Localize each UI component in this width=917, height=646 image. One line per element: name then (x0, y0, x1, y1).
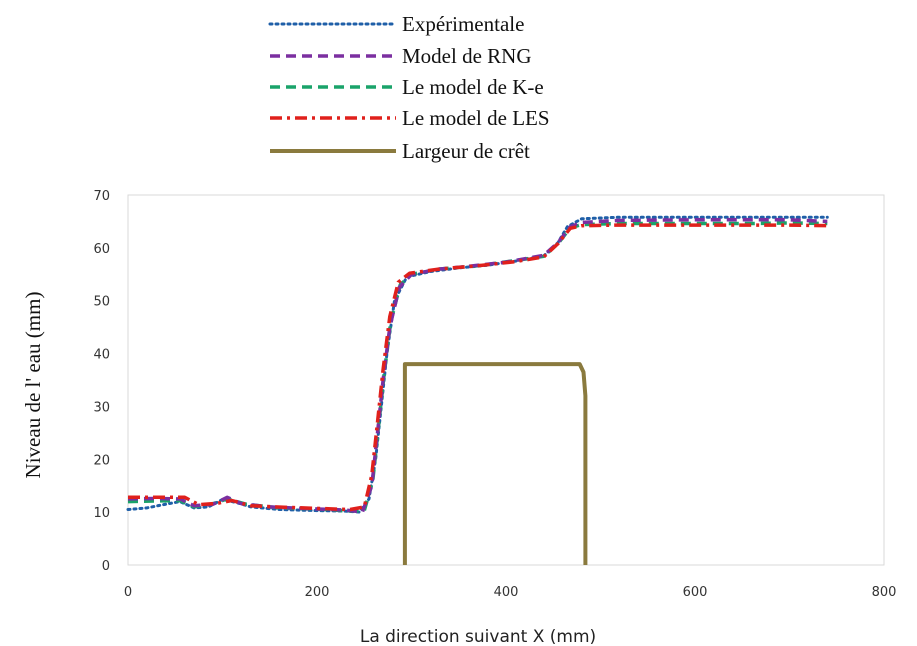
legend-label: Largeur de crêt (402, 139, 530, 163)
legend-label: Le model de LES (402, 106, 550, 130)
y-tick-label: 50 (93, 295, 110, 310)
x-tick-label: 400 (494, 585, 519, 600)
x-tick-label: 200 (305, 585, 330, 600)
series-line-3 (128, 223, 828, 512)
series-line-1 (127, 218, 828, 514)
legend-label: Le model de K-e (402, 75, 544, 99)
y-axis-label: Niveau de l' eau (mm) (21, 292, 45, 479)
series-line-4 (402, 362, 588, 565)
y-tick-label: 40 (93, 348, 110, 363)
x-axis-label: La direction suivant X (mm) (360, 627, 596, 646)
y-tick-label: 20 (93, 453, 110, 468)
legend-label: Expérimentale (402, 12, 524, 36)
y-tick-label: 0 (102, 559, 110, 574)
y-tick-label: 10 (93, 506, 110, 521)
legend-label: Model de RNG (402, 44, 532, 68)
y-tick-label: 70 (93, 189, 110, 204)
y-tick-label: 60 (93, 242, 110, 257)
x-tick-label: 800 (872, 585, 897, 600)
x-tick-label: 0 (124, 585, 132, 600)
x-tick-label: 600 (683, 585, 708, 600)
y-tick-label: 30 (93, 400, 110, 415)
plot-frame (127, 194, 885, 566)
chart-legend: Expérimentale Model de RNG Le model de K-e… (268, 12, 550, 163)
chart-plot-area (126, 215, 829, 565)
chart-axes: 0 10 20 30 40 50 60 70 0 200 400 600 800 (93, 189, 896, 600)
